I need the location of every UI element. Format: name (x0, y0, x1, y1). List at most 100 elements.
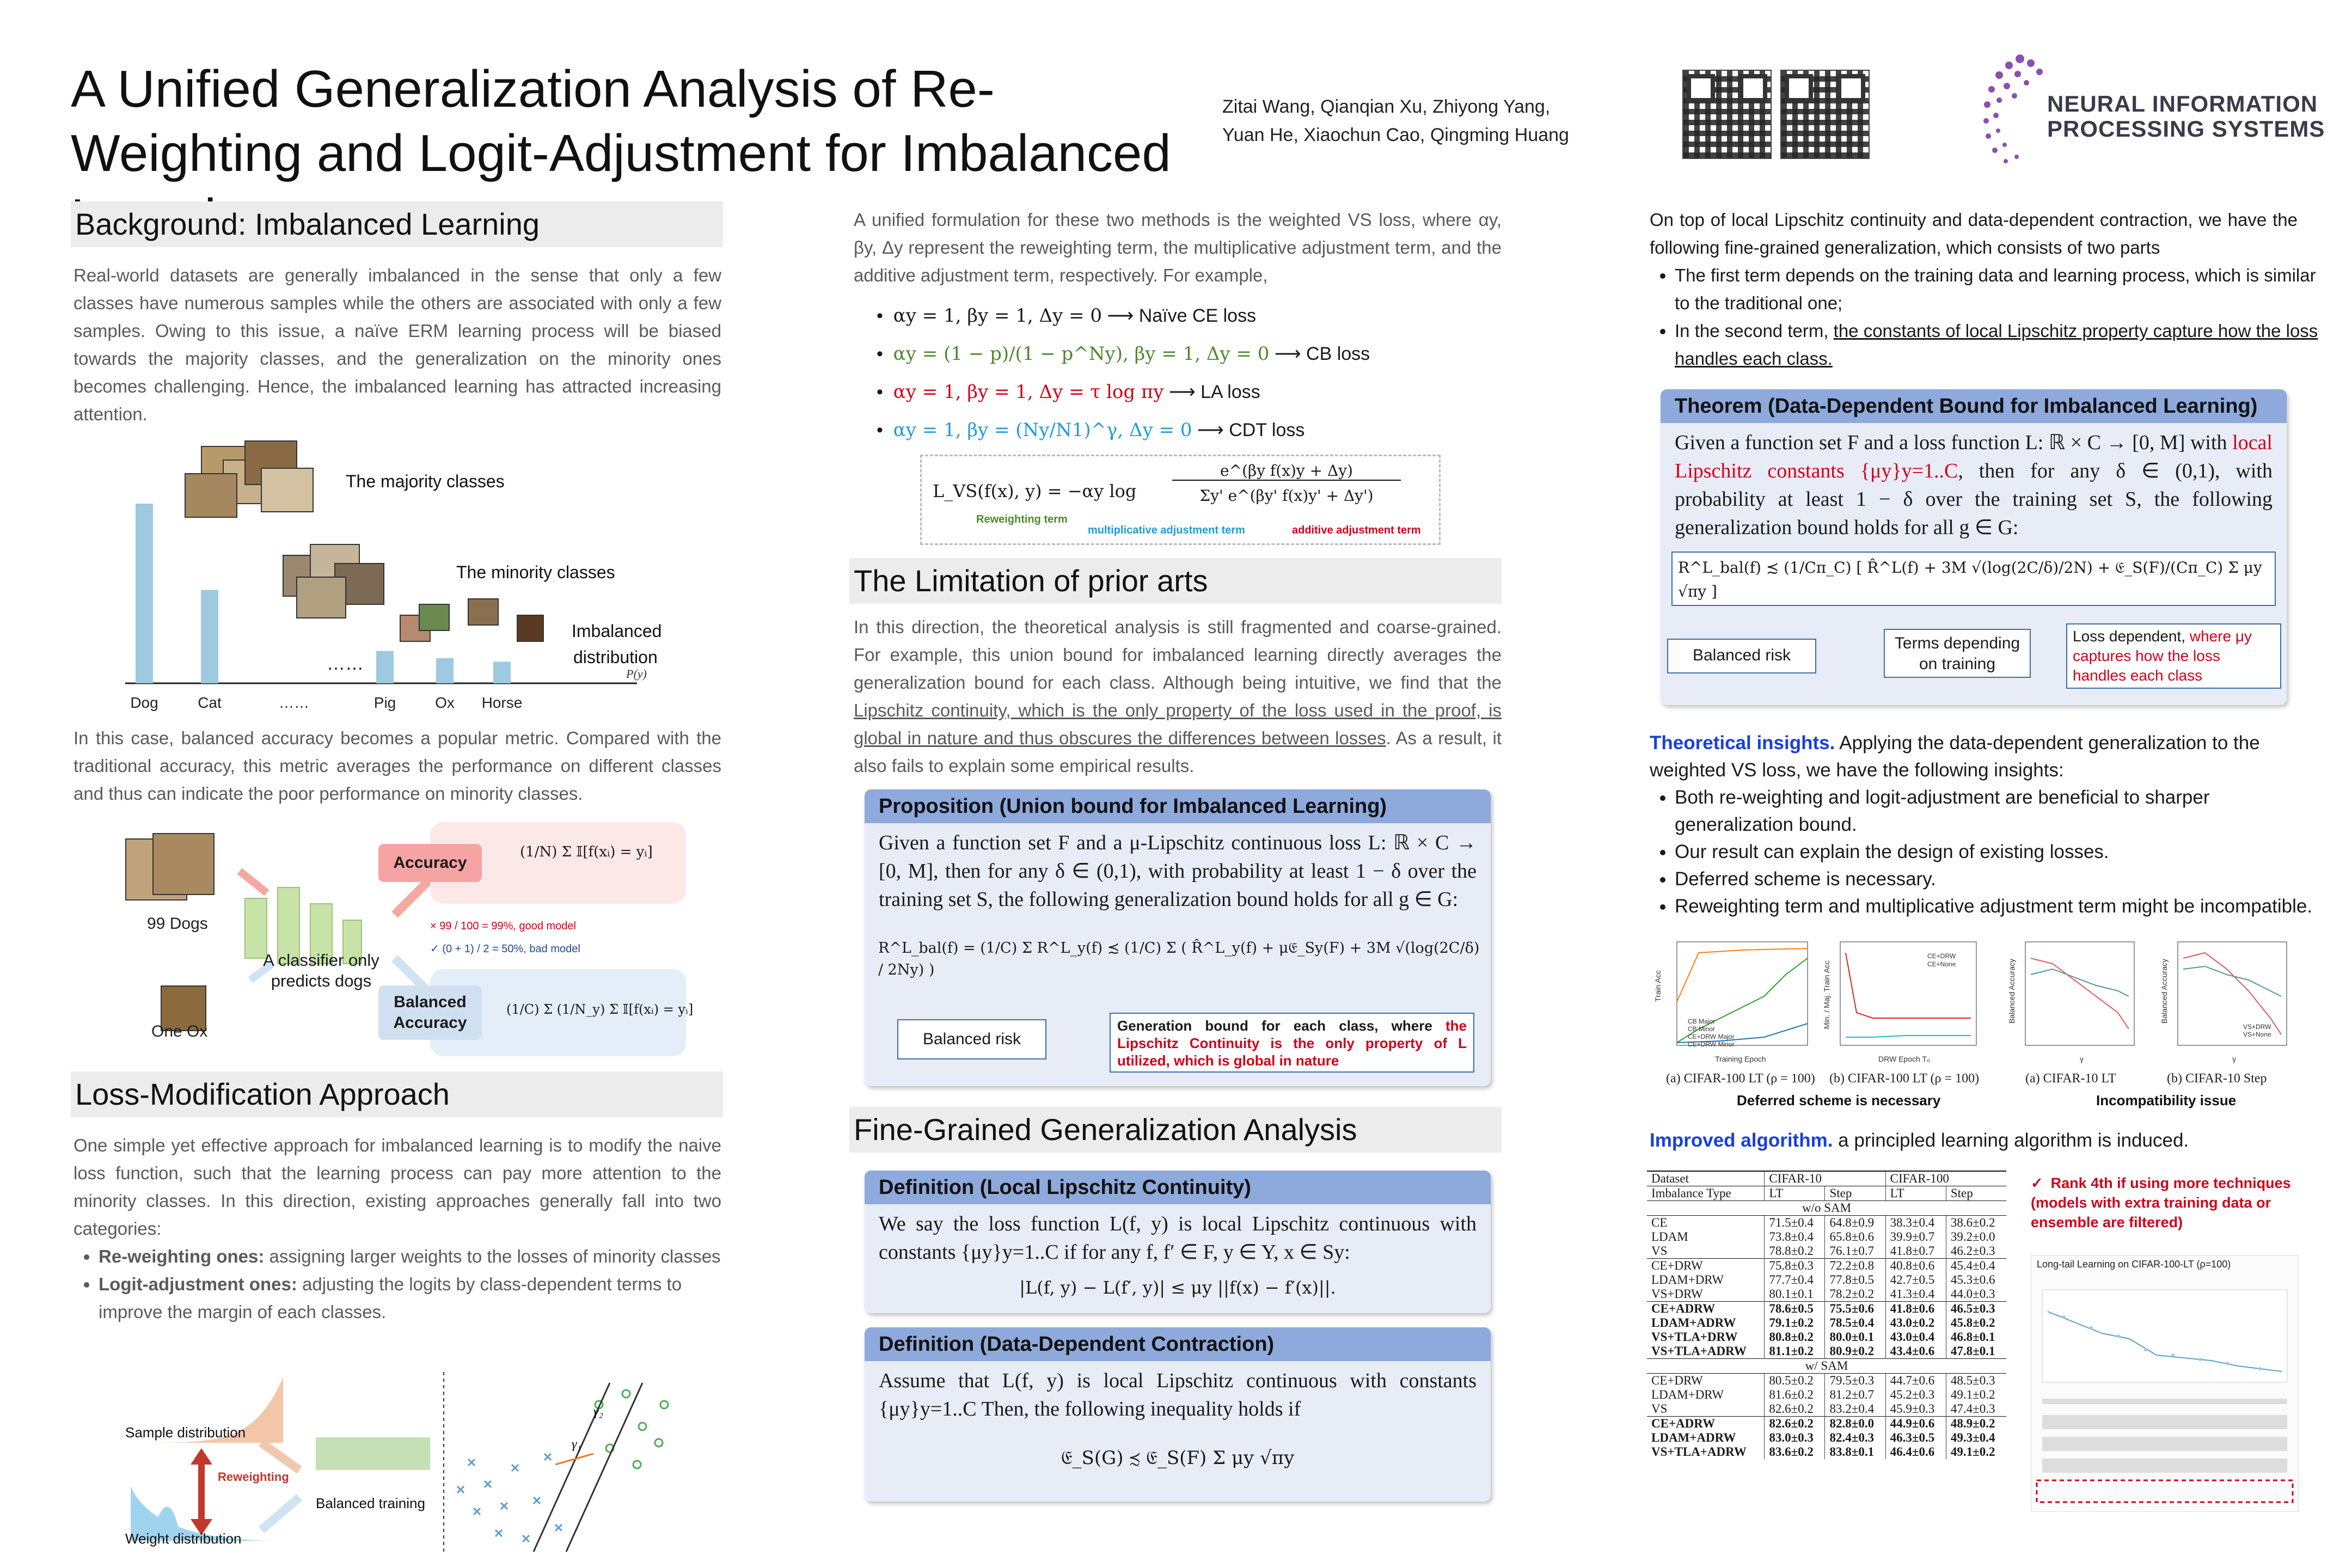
cat-image-tiles (283, 544, 384, 618)
generation-bound-note: Generation bound for each class, where t… (1110, 1013, 1474, 1073)
bullet-underlined: the constants of local Lipschitz propert… (1675, 321, 2318, 369)
table-cell: 45.8±0.2 (1945, 1316, 2006, 1330)
gamma1-label: γ₁ (572, 1437, 581, 1451)
table-cell: 78.6±0.5 (1764, 1301, 1825, 1316)
arrow-icon: ⟶ (1274, 344, 1301, 364)
table-cell: 77.8±0.5 (1824, 1273, 1886, 1287)
example-math: αy = 1, βy = (Ny/N1)^γ, Δy = 0 (893, 419, 1192, 441)
theorem-formula: R^L_bal(f) ≾ (1/Cπ_C) [ R̂^L(f) + 3M √(l… (1671, 552, 2276, 606)
list-item: • αy = 1, βy = 1, Δy = 0 ⟶ Naïve CE loss (877, 305, 1257, 327)
theorem-heading: Theorem (Data-Dependent Bound for Imbala… (1661, 389, 2287, 423)
bullet-text: In the second term, (1675, 321, 1834, 341)
table-row: w/o SAM (1647, 1200, 2006, 1216)
table-cell: 48.9±0.2 (1945, 1416, 2006, 1431)
table-cell: 43.4±0.6 (1885, 1344, 1946, 1359)
theorem-text-a: Given a function set F and a loss functi… (1675, 431, 2233, 454)
table-cell: LDAM+DRW (1651, 1273, 1724, 1287)
limitation-underlined: Lipschitz continuity, which is the only … (854, 700, 1502, 748)
table-row: LDAM+DRW 77.7±0.4 77.8±0.5 42.7±0.5 45.3±0.6 (1647, 1273, 2006, 1287)
theorem-text-b: , then for any δ ∈ (0,1), with probabili… (1675, 460, 2273, 539)
list-item: Re-weighting ones: assigning larger weig… (99, 1242, 746, 1270)
bar-label: Cat (198, 694, 222, 711)
plot-legend: CE+DRW Minor (1688, 1040, 1734, 1048)
table-cell: VS+TLA+ADRW (1651, 1445, 1747, 1459)
table-cell: 43.0±0.4 (1885, 1330, 1946, 1344)
proposition-text: Given a function set F and a μ-Lipschitz… (879, 831, 1477, 911)
qr-code-icon[interactable] (1780, 70, 1870, 159)
example-loss: CB loss (1306, 344, 1370, 364)
plot-legend: CE+DRW Major (1688, 1033, 1734, 1040)
vs-loss-formula-box: L_VS(f(x), y) = −αy log e^(βy f(x)y + Δy… (920, 455, 1441, 545)
balanced-accuracy-line-1: Balanced (394, 993, 467, 1011)
plot-legend: CE+DRW (1927, 952, 1956, 960)
table-cell: 46.8±0.1 (1945, 1330, 2006, 1344)
minority-image-tiles (400, 598, 544, 642)
table-cell: 80.8±0.2 (1764, 1330, 1825, 1344)
table-cell: 44.7±0.6 (1885, 1373, 1946, 1388)
table-cell: 80.9±0.2 (1824, 1344, 1886, 1359)
table-cell: 79.5±0.3 (1824, 1373, 1886, 1388)
plot-xlabel: γ (2232, 1055, 2236, 1063)
table-cell: 39.9±0.7 (1885, 1230, 1946, 1244)
terms-line-1: Terms depending (1894, 634, 2020, 652)
plot-xlabel: DRW Epoch T₀ (1878, 1055, 1930, 1063)
table-cell: CE+DRW (1647, 1373, 1765, 1388)
plot-ylabel: Balanced Accuracy (2160, 959, 2169, 1024)
minority-label: The minority classes (456, 562, 615, 582)
table-cell: 39.2±0.0 (1945, 1230, 2006, 1244)
weight-distribution-label: Weight distribution (125, 1530, 241, 1547)
majority-label: The majority classes (346, 471, 505, 491)
table-cell: 72.2±0.8 (1824, 1258, 1886, 1273)
table-cell: 78.8±0.2 (1764, 1244, 1825, 1259)
bar-pig (376, 651, 394, 683)
plot-ylabel: Train Acc (1655, 970, 1662, 1002)
table-cell: 48.5±0.3 (1945, 1373, 2006, 1388)
accuracy-formula: (1/N) Σ 𝕀[f(xᵢ) = yᵢ] (520, 844, 653, 860)
table-cell: 82.8±0.0 (1824, 1416, 1886, 1431)
list-item: • αy = (1 − p)/(1 − p^Ny), βy = 1, Δy = … (877, 343, 1370, 365)
table-cell: 73.8±0.4 (1764, 1230, 1825, 1244)
table-cell: 46.2±0.3 (1945, 1244, 2006, 1259)
insight-plots: Train Acc Training Epoch CB Major CB Min… (1655, 941, 2287, 1108)
ox-image (161, 985, 206, 1031)
table-row: LDAM+DRW 81.6±0.2 81.2±0.7 45.2±0.3 49.1±0.2 (1647, 1388, 2006, 1402)
loss-dependent-label: Loss dependent, where μy captures how th… (2066, 623, 2281, 689)
proposition-formula: R^L_bal(f) = (1/C) Σ R^L_y(f) ≾ (1/C) Σ … (878, 940, 1480, 978)
table-cell: 82.6±0.2 (1764, 1402, 1825, 1417)
qr-code-icon[interactable] (1682, 70, 1772, 159)
terms-line-2: on training (1919, 655, 1996, 673)
table-cell: LDAM+ADRW (1651, 1431, 1736, 1444)
plot-group-caption: Incompatibility issue (2096, 1092, 2236, 1108)
py-label: P(y) (626, 667, 647, 681)
table-cell: 65.8±0.6 (1824, 1230, 1886, 1244)
table-cell: 49.3±0.4 (1945, 1431, 2006, 1445)
leaderboard-screenshot[interactable]: Long-tail Learning on CIFAR-100-LT (ρ=10… (2031, 1255, 2299, 1512)
logo-line-1: NEURAL INFORMATION (2047, 91, 2318, 117)
list-item: In the second term, the constants of loc… (1675, 317, 2323, 372)
terms-training-label: Terms depending on training (1884, 629, 2031, 678)
good-model-text: 99 / 100 = 99%, good model (439, 920, 576, 932)
table-row: Imbalance Type LT Step LT Step (1647, 1186, 2006, 1201)
leaderboard-chart (2036, 1289, 2294, 1503)
bar-cat (201, 590, 218, 683)
table-row: VS+DRW 80.1±0.1 78.2±0.2 41.3±0.4 44.0±0.3 (1647, 1287, 2006, 1302)
background-paragraph: Real-world datasets are generally imbala… (74, 265, 721, 424)
plot-caption: (b) CIFAR-100 LT (ρ = 100) (1829, 1071, 1979, 1086)
imbalanced-distribution-chart: Dog Cat…… Pig Ox Horse The majority classes … (125, 440, 661, 711)
table-cell: 40.8±0.6 (1885, 1258, 1946, 1273)
classifier-label: A classifier only predicts dogs (240, 950, 403, 991)
table-row: CE+DRW 75.8±0.3 72.2±0.8 40.8±0.6 45.4±0.4 (1647, 1258, 2006, 1273)
table-cell: LDAM+DRW (1651, 1388, 1724, 1401)
table-cell: 80.1±0.1 (1764, 1287, 1825, 1302)
table-cell: 64.8±0.9 (1824, 1215, 1886, 1230)
authors: Zitai Wang, Qianqian Xu, Zhiyong Yang, Y… (1222, 93, 1569, 149)
accuracy-label: Accuracy (378, 844, 482, 882)
arrow-icon: ⟶ (1107, 305, 1134, 326)
margin-points (456, 1453, 563, 1543)
loss-mod-paragraph: One simple yet effective approach for im… (74, 1135, 721, 1239)
proposition-box: Proposition (Union bound for Imbalanced … (865, 789, 1491, 1086)
add-term-label: additive adjustment term (1292, 524, 1421, 536)
table-cell: 78.5±0.4 (1824, 1316, 1886, 1330)
plot-legend: CB Minor (1688, 1025, 1715, 1033)
good-model-note: × 99 / 100 = 99%, good model (430, 920, 576, 932)
